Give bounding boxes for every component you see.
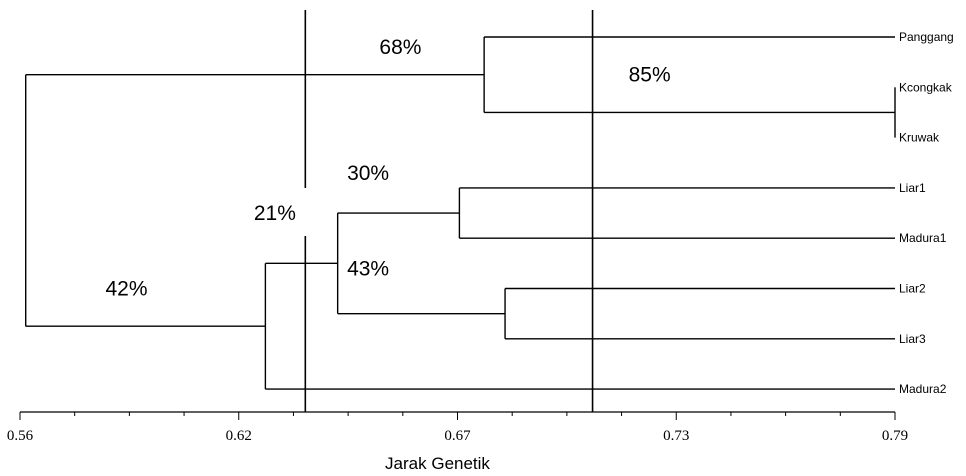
percentage-label-5: 42%: [106, 278, 148, 301]
leaf-label-kcongkak: Kcongkak: [899, 80, 953, 94]
dendrogram-branches: [25, 36, 896, 390]
x-tick-label: 0.62: [226, 428, 252, 444]
leaf-label-liar2: Liar2: [899, 282, 926, 296]
x-axis: 0.56 0.62 0.67 0.73 0.79 Jarak Genetik: [7, 411, 908, 473]
x-axis-ticks: [19, 412, 896, 420]
leaf-label-panggang: Panggang: [899, 30, 954, 44]
leaf-label-madura2: Madura2: [899, 382, 947, 396]
x-tick-label: 0.79: [882, 428, 908, 444]
leaf-label-kruwak: Kruwak: [899, 131, 940, 145]
percentage-label-3: 21%: [254, 202, 296, 225]
x-tick-label: 0.73: [663, 428, 689, 444]
percentage-label-0: 68%: [379, 36, 421, 59]
x-axis-title: Jarak Genetik: [385, 454, 490, 473]
percentage-annotations: 68% 85% 30% 21% 43% 42%: [106, 36, 671, 300]
x-axis-tick-labels: 0.56 0.62 0.67 0.73 0.79: [7, 428, 908, 444]
leaf-label-liar3: Liar3: [899, 332, 926, 346]
leaf-label-madura1: Madura1: [899, 231, 947, 245]
leaf-label-liar1: Liar1: [899, 181, 926, 195]
percentage-label-2: 30%: [347, 162, 389, 185]
x-tick-label: 0.67: [444, 428, 471, 444]
x-tick-label: 0.56: [7, 428, 34, 444]
percentage-label-4: 43%: [347, 257, 389, 280]
reference-lines: [304, 10, 594, 412]
leaf-labels: Panggang Kcongkak Kruwak Liar1 Madura1 Liar2 L…: [899, 30, 954, 396]
percentage-label-1: 85%: [629, 64, 671, 87]
